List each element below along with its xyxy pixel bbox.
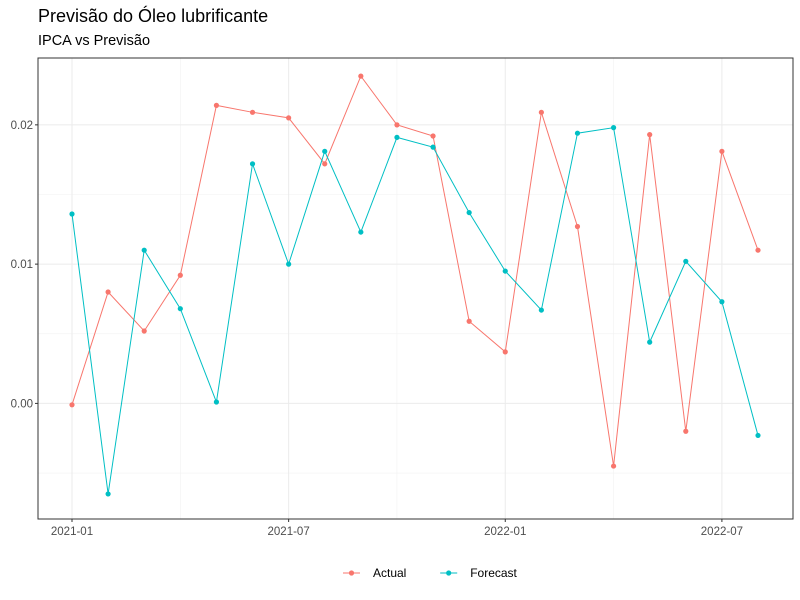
data-point-forecast	[574, 130, 581, 136]
data-point-forecast	[69, 211, 75, 217]
series-line-actual	[71, 75, 759, 467]
x-tick-label: 2021-07	[268, 526, 310, 538]
data-point-forecast	[502, 268, 508, 274]
data-point-forecast	[358, 229, 364, 235]
x-tick-label: 2021-01	[51, 526, 93, 538]
chart-subtitle: IPCA vs Previsão	[38, 33, 151, 49]
data-point-forecast	[213, 399, 220, 405]
x-tick-label: 2022-07	[701, 526, 743, 538]
legend-key-point	[348, 570, 355, 576]
data-point-actual	[358, 73, 364, 79]
legend-label: Actual	[373, 566, 406, 580]
data-point-actual	[538, 109, 544, 115]
data-point-actual	[466, 318, 472, 324]
data-point-forecast	[538, 307, 544, 313]
data-point-forecast	[755, 432, 761, 439]
legend-label: Forecast	[470, 566, 517, 580]
data-point-actual	[755, 247, 761, 253]
data-point-actual	[286, 115, 292, 121]
data-point-forecast	[394, 134, 400, 140]
chart-title: Previsão do Óleo lubrificante	[38, 6, 269, 26]
data-point-actual	[574, 223, 581, 230]
data-point-actual	[430, 133, 436, 139]
data-point-forecast	[719, 299, 725, 305]
series-line-forecast	[71, 127, 759, 495]
data-point-forecast	[141, 247, 147, 253]
data-point-actual	[69, 402, 75, 408]
y-tick-label: 0.00	[11, 398, 33, 410]
panel-border	[37, 57, 794, 520]
data-point-forecast	[105, 491, 111, 497]
legend-item-actual: Actual	[343, 566, 406, 580]
data-point-actual	[213, 102, 220, 108]
plot-panel	[38, 58, 793, 519]
data-point-forecast	[177, 306, 183, 312]
data-point-actual	[322, 161, 328, 167]
data-point-actual	[141, 328, 147, 334]
data-point-actual	[177, 272, 183, 278]
legend-key-point	[446, 570, 452, 576]
data-point-forecast	[647, 339, 653, 345]
data-point-forecast	[466, 209, 472, 216]
legend-item-forecast: Forecast	[440, 566, 518, 580]
data-point-forecast	[610, 125, 617, 131]
x-tick-label: 2022-01	[484, 526, 526, 538]
data-point-actual	[394, 122, 400, 128]
data-point-actual	[683, 428, 689, 434]
y-tick-label: 0.02	[11, 120, 33, 132]
y-tick-label: 0.01	[11, 259, 33, 271]
data-point-forecast	[430, 144, 436, 150]
data-point-actual	[105, 289, 111, 295]
data-point-forecast	[286, 261, 292, 267]
data-point-actual	[647, 132, 653, 138]
data-point-actual	[249, 109, 256, 115]
data-point-actual	[502, 349, 508, 355]
data-point-forecast	[322, 148, 328, 154]
data-point-forecast	[249, 161, 256, 167]
data-point-actual	[610, 463, 617, 469]
data-point-actual	[719, 148, 725, 154]
data-point-forecast	[683, 258, 689, 264]
